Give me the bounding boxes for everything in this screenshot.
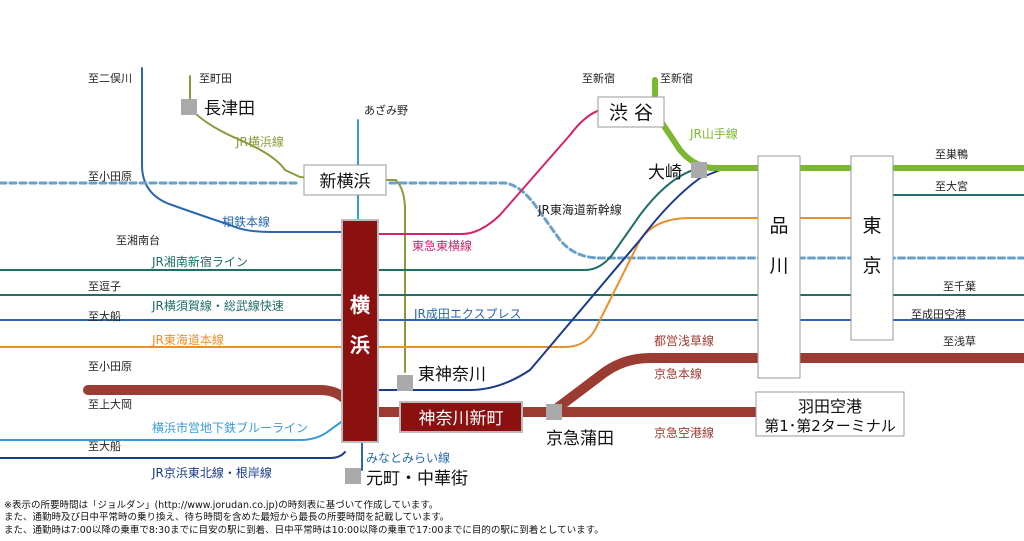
station-osaki: 大崎 [648,163,682,183]
dir-sugamo: 至巣鴨 [935,147,968,161]
station-box-shibuya [597,96,665,128]
dir-shinjuku: 至新宿 [582,71,615,85]
label-toei-asakusa: 都営浅草線 [654,333,714,348]
tokyu-toyoko-line [377,109,601,235]
station-box-haneda [755,391,905,437]
label-yokosuka-sobu: JR横須賀線・総武線快速 [151,298,284,313]
station-marker-nagatsuta [181,99,197,115]
dir-chiba: 至千葉 [943,279,976,293]
blue-line-south [0,419,345,441]
footnote-2: また、通勤時及び日中平常時の乗り換え、待ち時間を含めた最短から最長の所要時間を記… [4,512,450,524]
label-narita-express: JR成田エクスプレス [413,307,522,321]
station-marker-osaki [691,162,707,178]
dir-ofuna-top: 至大船 [88,309,121,323]
direction-labels: 至二俣川 至町田 至新宿 至新宿 至小田原 至湘南台 至逗子 至大船 至小田原 … [88,71,976,453]
station-box-yokohama [341,219,379,443]
station-higashi-kanagawa: 東神奈川 [418,365,486,385]
dir-odawara-top: 至小田原 [88,170,132,183]
label-jr-yokohama: JR横浜線 [235,134,284,149]
footnote-1: ※表示の所要時間は「ジョルダン」(http://www.jorudan.co.j… [4,500,439,511]
station-kanagawa-shinmachi: 神奈川新町 [419,409,504,429]
station-haneda-2: 第1･第2ターミナル [764,417,896,435]
tokaido-shinkansen-line [0,181,1024,260]
label-keikyu-main: 京急本線 [654,366,702,381]
dir-zushi: 至逗子 [88,280,121,293]
label-blue-line: 横浜市営地下鉄ブルーライン [152,420,308,435]
dir-nimatagawa: 至二俣川 [88,71,132,85]
station-box-kanagawa-shinmachi [399,401,523,433]
label-shonan-shinjuku: JR湘南新宿ライン [151,254,248,269]
dir-shonandai: 至湘南台 [116,233,160,247]
yamanote-line [652,77,1024,171]
dir-odawara-mid: 至小田原 [88,360,132,373]
dir-asakusa: 至浅草 [943,335,976,348]
dir-ofuna-bottom: 至大船 [88,439,121,453]
station-box-tokyo [850,155,894,341]
station-box-shin-yokohama [303,164,387,196]
route-lines [0,67,1024,471]
station-marker-higashi-kanagawa [397,375,413,391]
sotetsu-line [141,67,346,233]
station-nagatsuta: 長津田 [204,99,255,119]
station-azamino: あざみ野 [364,103,408,117]
line-labels: JR横浜線 JR山手線 相鉄本線 東急東横線 JR東海道新幹線 JR湘南新宿ライ… [151,126,738,480]
station-haneda-1: 羽田空港 [798,397,862,416]
tokaido-main-line [0,217,851,348]
station-marker-keikyu-kamata [546,404,562,420]
label-sotetsu: 相鉄本線 [222,214,270,229]
keihin-tohoku-line [0,169,721,459]
label-keikyu-airport: 京急空港線 [654,425,714,440]
label-shinkansen: JR東海道新幹線 [537,202,622,217]
station-tokyo-1: 東 [862,215,881,237]
station-keikyu-kamata: 京急蒲田 [546,429,614,449]
station-shibuya: 渋 谷 [609,102,653,124]
label-tokaido-main: JR東海道本線 [151,332,224,347]
label-minatomirai: みなとみらい線 [366,450,450,465]
stations: 長津田 あざみ野 新横浜 渋 谷 大崎 品 川 東 京 横 浜 東神奈川 神奈川… [181,96,905,489]
station-shinagawa-1: 品 [769,215,788,237]
station-box-shinagawa [757,155,801,379]
dir-narita: 至成田空港 [911,307,966,321]
station-shinagawa-2: 川 [769,255,788,277]
label-tokyu-toyoko: 東急東横線 [412,238,472,253]
dir-omiya: 至大宮 [935,179,968,193]
dir-shinjuku-2: 至新宿 [660,71,693,85]
shonan-shinjuku-line [0,167,701,271]
station-yokohama-1: 横 [350,293,371,317]
label-keihin-tohoku: JR京浜東北線・根岸線 [151,465,272,480]
dir-machida: 至町田 [199,72,232,85]
dir-kamiooka: 至上大岡 [88,397,132,411]
label-jr-yamanote: JR山手線 [689,126,738,141]
station-shin-yokohama: 新横浜 [320,172,371,192]
station-motomachi: 元町・中華街 [366,469,468,489]
station-yokohama-2: 浜 [350,333,370,357]
station-tokyo-2: 京 [862,255,881,277]
footnote-3: また、通勤時は7:00以降の乗車で8:30までに目安の駅に到着、日中平常時は10… [4,524,604,536]
toei-asakusa-line [547,353,1024,417]
station-marker-motomachi [345,468,361,484]
footnotes: ※表示の所要時間は「ジョルダン」(http://www.jorudan.co.j… [4,500,1020,537]
